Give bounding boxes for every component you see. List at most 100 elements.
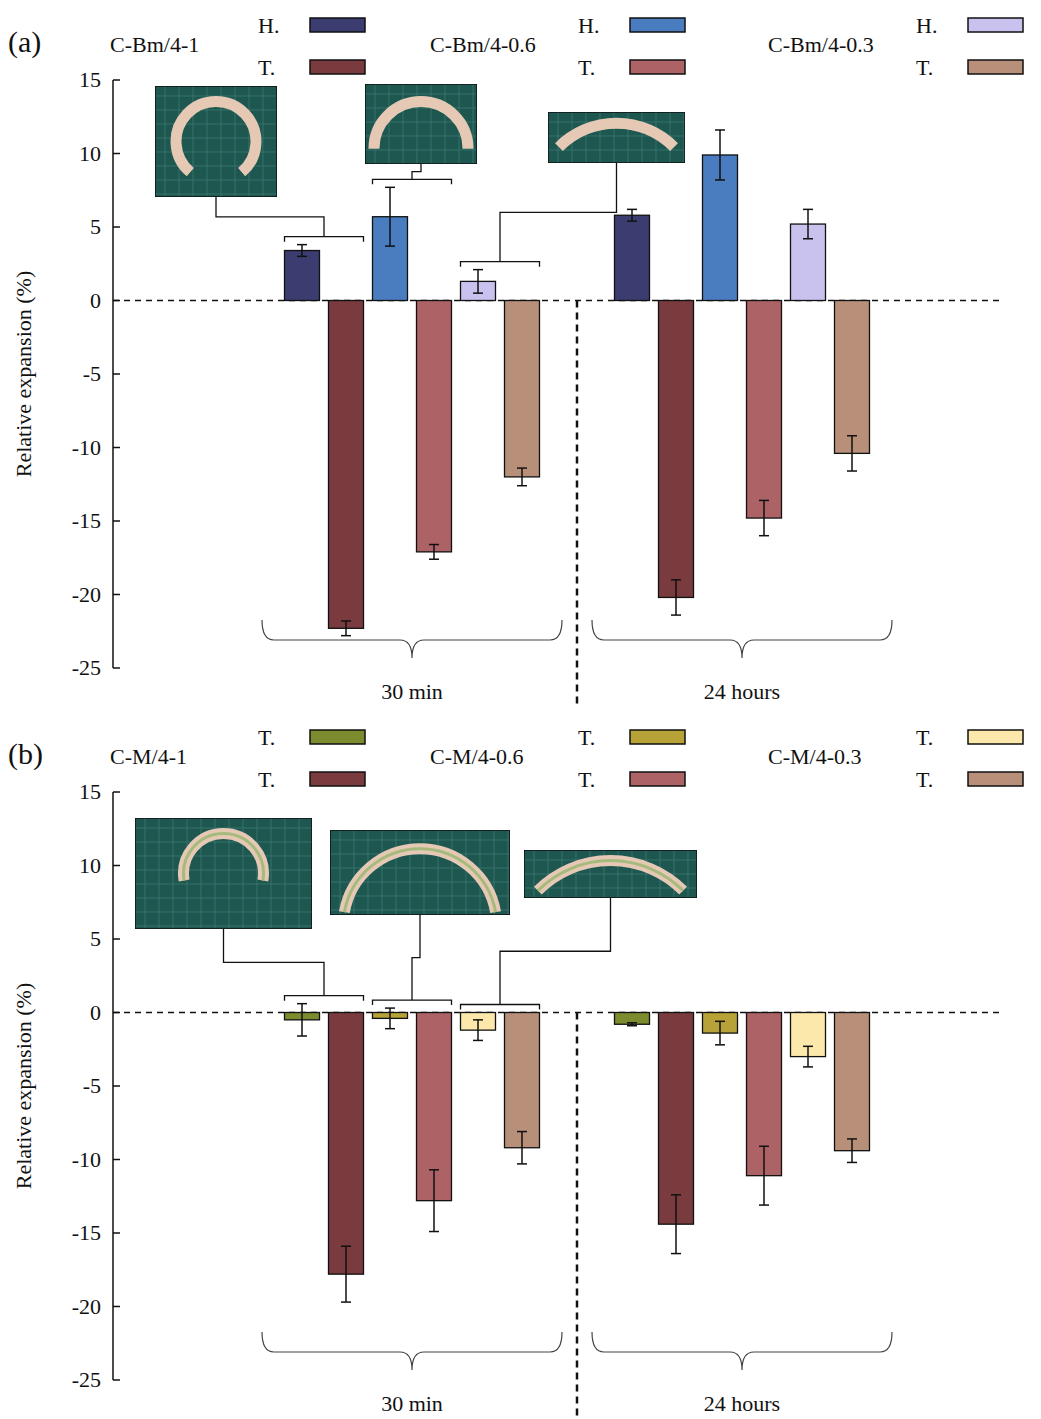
bracket — [285, 237, 364, 242]
photo-sample — [374, 102, 468, 149]
legend-label: H. — [578, 13, 599, 38]
error-line — [521, 468, 523, 486]
photo-grid — [396, 830, 397, 915]
photo-connector — [461, 898, 611, 1010]
error-cap — [473, 1019, 483, 1021]
bar — [329, 1013, 364, 1275]
photo-grid — [445, 84, 446, 164]
legend-label: T. — [578, 725, 595, 750]
group-brace — [262, 1332, 562, 1370]
error-bar — [759, 500, 769, 535]
photo-grid — [354, 830, 355, 915]
marks — [285, 1004, 870, 1302]
photo-bg — [155, 86, 277, 197]
panel: (a)C-Bm/4-1H.T.C-Bm/4-0.6H.T.C-Bm/4-0.3H… — [8, 13, 1023, 705]
error-cap — [297, 1003, 307, 1005]
error-line — [389, 1008, 391, 1029]
error-bar — [473, 1020, 483, 1041]
error-cap — [385, 245, 395, 247]
legend-swatch — [310, 730, 365, 744]
tick-label: -15 — [72, 508, 101, 533]
error-line — [389, 187, 391, 246]
photo-sample — [184, 834, 264, 881]
error-cap — [385, 1007, 395, 1009]
photo-bg — [330, 830, 510, 915]
bar — [659, 301, 694, 598]
error-cap — [517, 485, 527, 487]
tick-mark — [113, 153, 120, 155]
photo-grid — [558, 112, 559, 163]
legend-swatch — [310, 60, 365, 74]
error-cap — [715, 1044, 725, 1046]
photo-sample-stripe — [184, 834, 264, 881]
error-bar — [627, 209, 637, 221]
error-line — [521, 1132, 523, 1164]
photo-frame — [524, 850, 697, 898]
photo-frame — [155, 86, 277, 197]
legend-swatch — [310, 772, 365, 786]
error-cap — [671, 579, 681, 581]
legend-label: T. — [916, 55, 933, 80]
photo-bg — [524, 850, 697, 898]
error-line — [301, 245, 303, 257]
tick-label: -15 — [72, 1220, 101, 1245]
photo — [155, 86, 277, 197]
error-line — [433, 545, 435, 560]
category-label: 30 min — [381, 679, 443, 704]
bar — [615, 215, 650, 300]
error-bar — [803, 1046, 813, 1067]
legend-swatch — [968, 772, 1023, 786]
error-cap — [517, 1163, 527, 1165]
photo-grid — [135, 856, 312, 857]
group-separator — [576, 301, 579, 706]
error-bar — [341, 1246, 351, 1302]
tick-mark — [113, 79, 120, 81]
photo-sample — [344, 849, 495, 912]
photo-grid — [155, 194, 277, 195]
photo-grid — [330, 896, 510, 897]
photo-grid — [365, 94, 477, 95]
legend-swatch — [630, 772, 685, 786]
tick-mark — [113, 667, 120, 669]
error-cap — [759, 1204, 769, 1206]
legend-swatch — [310, 18, 365, 32]
error-bar — [847, 436, 857, 471]
bracket — [461, 262, 540, 267]
error-bar — [517, 468, 527, 486]
legend-group-title: C-Bm/4-0.6 — [430, 32, 536, 57]
photo-bg — [365, 84, 477, 164]
photo-grid — [410, 830, 411, 915]
error-cap — [847, 1138, 857, 1140]
error-cap — [385, 1028, 395, 1030]
photo-grid — [330, 840, 510, 841]
photo-grid — [452, 830, 453, 915]
error-bar — [847, 1139, 857, 1163]
legend-label: T. — [258, 725, 275, 750]
legend-label: T. — [578, 767, 595, 792]
legend-label: T. — [258, 55, 275, 80]
photo-sample — [538, 861, 683, 891]
error-bar — [803, 209, 813, 238]
photo-connector — [461, 163, 617, 267]
error-bar — [715, 130, 725, 180]
tick-label: -5 — [83, 361, 101, 386]
error-line — [345, 621, 347, 636]
legend-label: T. — [916, 725, 933, 750]
legend-label: T. — [258, 767, 275, 792]
photo-grid — [330, 868, 510, 869]
tick-mark — [113, 1232, 120, 1234]
error-cap — [341, 1245, 351, 1247]
error-cap — [341, 635, 351, 637]
photo-connector — [373, 915, 452, 1005]
error-bar — [473, 270, 483, 294]
photo-grid — [424, 830, 425, 915]
photo-sample-stripe — [344, 849, 495, 912]
error-cap — [473, 1040, 483, 1042]
photo-connector — [216, 197, 364, 242]
bracket — [461, 1005, 540, 1010]
bar — [747, 301, 782, 519]
error-line — [763, 500, 765, 535]
leader — [500, 898, 611, 1005]
error-cap — [627, 209, 637, 211]
legend-label: H. — [916, 13, 937, 38]
